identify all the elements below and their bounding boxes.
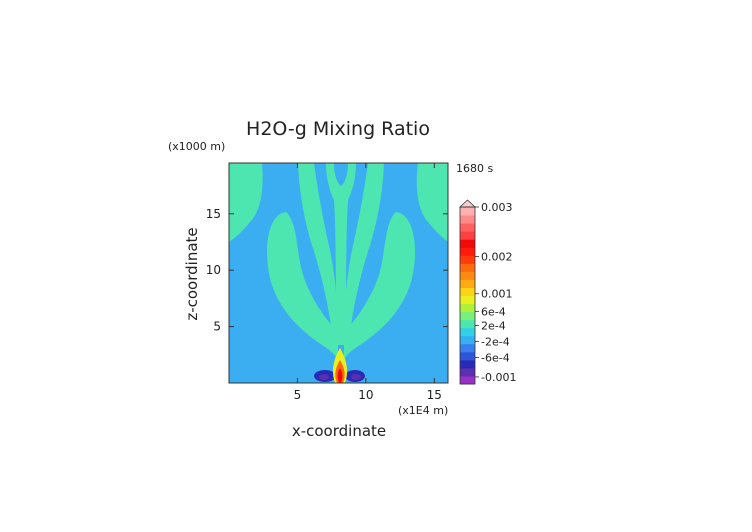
plume-mid-left xyxy=(298,163,339,340)
colorbar-swatch-20 xyxy=(460,215,475,224)
colorbar-label-0: 0.003 xyxy=(481,201,513,214)
plume-center-stem xyxy=(326,163,356,345)
colorbar: 0.003 0.002 0.001 6e-4 2e-4 -2e-4 -6e-4 -0.001 xyxy=(458,199,516,385)
colorbar-label-5: -2e-4 xyxy=(481,336,510,349)
plume-upper-left xyxy=(229,163,263,242)
colorbar-swatch-11 xyxy=(460,287,475,296)
colorbar-label-6: -6e-4 xyxy=(481,351,510,364)
plume-right-arm xyxy=(344,212,416,360)
colorbar-swatch-9 xyxy=(460,303,475,313)
core-inner xyxy=(337,368,343,383)
colorbar-swatch-6 xyxy=(460,327,475,337)
x-tick-label-2: 15 xyxy=(427,388,442,402)
plot-frame xyxy=(228,162,449,384)
colorbar-label-2: 0.001 xyxy=(481,288,513,301)
colorbar-overflow-triangle xyxy=(458,199,477,208)
colorbar-swatch-19 xyxy=(460,223,475,232)
colorbar-label-7: -0.001 xyxy=(481,371,516,384)
x-tick-label-1: 10 xyxy=(358,388,373,402)
negative-pocket-left-inner xyxy=(319,374,329,380)
plume-left-arm xyxy=(266,212,338,360)
colorbar-swatch-2 xyxy=(460,359,475,369)
colorbar-swatch-5 xyxy=(460,335,475,345)
colorbar-swatch-4 xyxy=(460,343,475,353)
plume-mid-right xyxy=(343,163,384,340)
colorbar-swatch-10 xyxy=(460,295,475,305)
y-tick-label-2: 15 xyxy=(206,207,221,221)
colorbar-swatch-17 xyxy=(460,239,475,248)
colorbar-swatch-8 xyxy=(460,311,475,321)
x-tick-label-0: 5 xyxy=(294,388,302,402)
colorbar-swatch-15 xyxy=(460,255,475,264)
y-tick-label-0: 5 xyxy=(213,320,221,334)
contour-plot xyxy=(228,162,449,384)
colorbar-swatch-13 xyxy=(460,271,475,280)
colorbar-swatch-16 xyxy=(460,247,475,256)
x-axis-ticks: 5 10 15 xyxy=(294,163,442,402)
y-axis-label: z-coordinate xyxy=(183,227,201,320)
x-unit-label: (x1E4 m) xyxy=(398,404,448,417)
colorbar-swatch-3 xyxy=(460,351,475,361)
colorbar-swatch-1 xyxy=(460,367,475,377)
x-axis-label: x-coordinate xyxy=(292,422,386,440)
colorbar-swatch-12 xyxy=(460,279,475,288)
y-tick-label-1: 10 xyxy=(206,263,221,277)
colorbar-swatch-7 xyxy=(460,319,475,329)
colorbar-label-3: 6e-4 xyxy=(481,305,506,318)
y-axis-ticks: 5 10 15 xyxy=(206,207,448,334)
plume-upper-right xyxy=(416,163,448,242)
colorbar-swatch-21 xyxy=(460,207,475,216)
colorbar-swatch-18 xyxy=(460,231,475,240)
chart-title: H2O-g Mixing Ratio xyxy=(246,118,430,140)
colorbar-swatch-14 xyxy=(460,263,475,272)
colorbar-swatch-0 xyxy=(460,375,475,385)
colorbar-frame xyxy=(459,206,476,385)
time-label: 1680 s xyxy=(456,162,493,175)
y-unit-label: (x1000 m) xyxy=(168,140,225,153)
colorbar-label-1: 0.002 xyxy=(481,251,513,264)
negative-pocket-right-inner xyxy=(351,374,361,380)
colorbar-label-4: 2e-4 xyxy=(481,320,506,333)
